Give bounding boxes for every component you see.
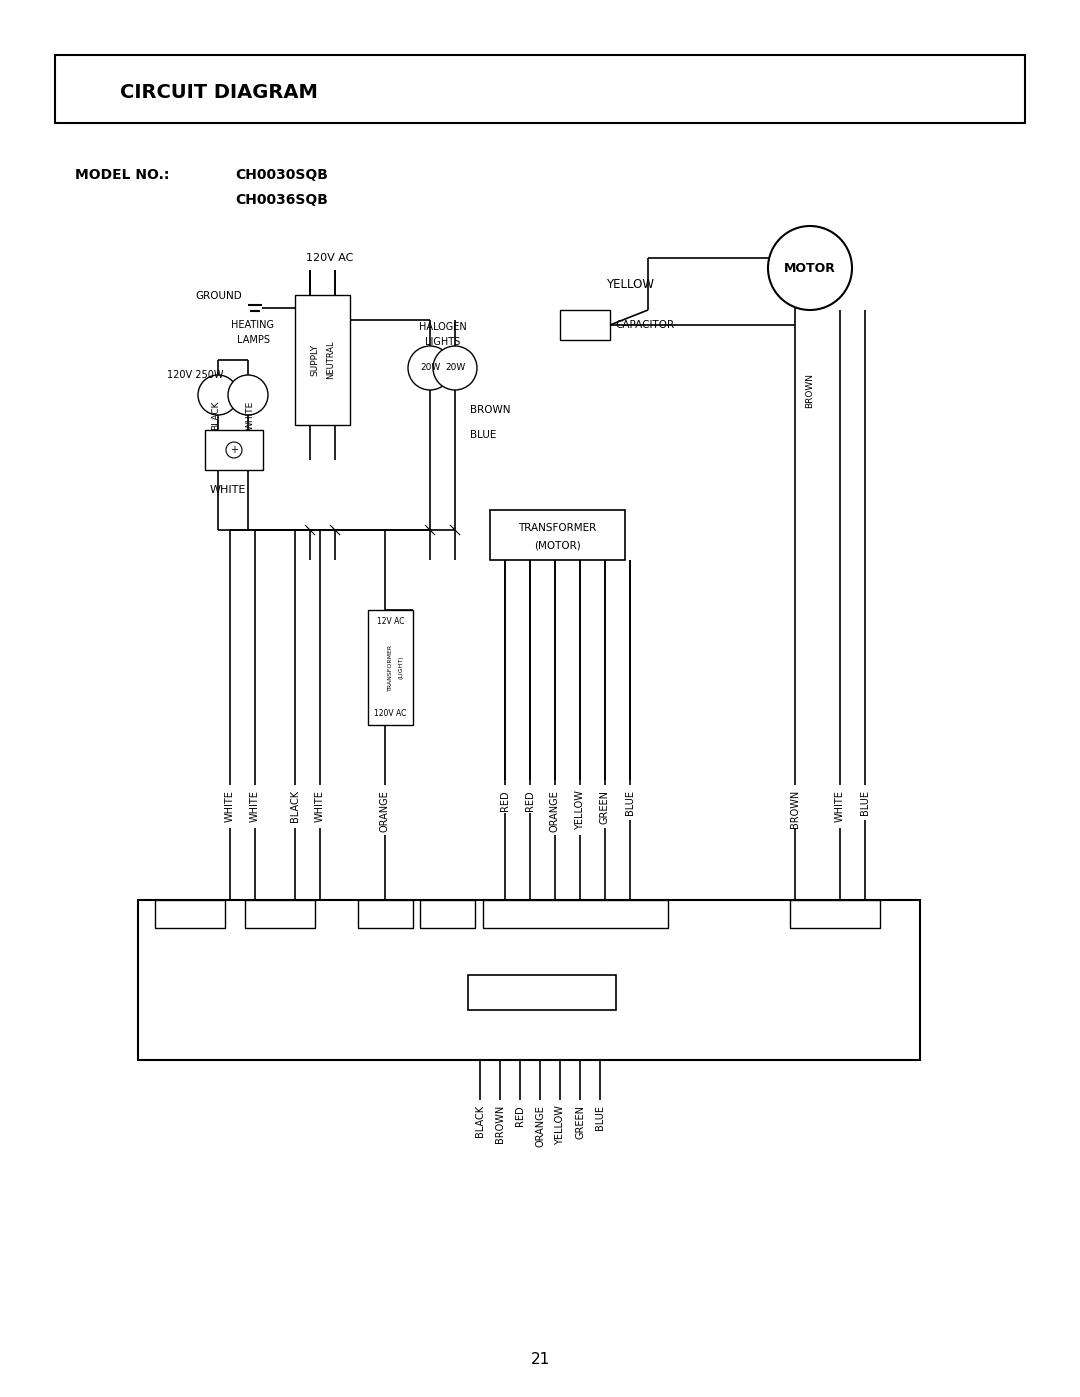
Text: HEATING: HEATING xyxy=(231,320,274,330)
Text: NEUTRAL: NEUTRAL xyxy=(326,341,335,380)
Text: 20W: 20W xyxy=(420,363,441,373)
Text: BLACK: BLACK xyxy=(475,1105,485,1137)
Bar xyxy=(789,900,880,928)
Text: WHITE: WHITE xyxy=(249,789,260,821)
Text: GROUND: GROUND xyxy=(195,291,242,300)
Text: 120V 250W: 120V 250W xyxy=(166,370,224,380)
Text: RED: RED xyxy=(525,789,535,810)
Circle shape xyxy=(226,441,242,458)
Text: YELLOW: YELLOW xyxy=(555,1105,565,1146)
Text: 20W: 20W xyxy=(445,363,465,373)
Text: WHITE: WHITE xyxy=(315,789,325,821)
Text: BLUE: BLUE xyxy=(470,430,497,440)
Text: BROWN: BROWN xyxy=(495,1105,505,1143)
Bar xyxy=(205,430,264,469)
Text: SUPPLY: SUPPLY xyxy=(310,344,319,376)
Text: BLUE: BLUE xyxy=(625,789,635,814)
Text: CAPACITOR: CAPACITOR xyxy=(615,320,674,330)
Text: YELLOW: YELLOW xyxy=(606,278,654,292)
Text: ORANGE: ORANGE xyxy=(550,789,561,831)
Circle shape xyxy=(768,226,852,310)
Text: (LIGHT): (LIGHT) xyxy=(399,655,403,679)
Text: HALOGEN: HALOGEN xyxy=(419,321,467,332)
Text: RED: RED xyxy=(515,1105,525,1126)
Bar xyxy=(156,900,225,928)
Text: TRANSFORMER: TRANSFORMER xyxy=(388,644,393,692)
Text: WHITE: WHITE xyxy=(225,789,235,821)
Text: WHITE: WHITE xyxy=(210,485,246,495)
Text: GREEN: GREEN xyxy=(575,1105,585,1139)
Text: BLACK: BLACK xyxy=(291,789,300,821)
Bar xyxy=(420,900,475,928)
Text: WHITE: WHITE xyxy=(835,789,845,821)
Text: YELLOW: YELLOW xyxy=(575,789,585,830)
Text: CH0036SQB: CH0036SQB xyxy=(235,193,328,207)
Bar xyxy=(138,900,920,1060)
Text: +: + xyxy=(230,446,238,455)
Text: MOTOR: MOTOR xyxy=(784,261,836,274)
Bar xyxy=(483,900,669,928)
Bar xyxy=(55,54,1025,123)
Text: 120V AC: 120V AC xyxy=(375,708,407,718)
Text: BLACK: BLACK xyxy=(212,401,220,430)
Bar xyxy=(245,900,315,928)
Text: LAMPS: LAMPS xyxy=(237,335,270,345)
Circle shape xyxy=(228,374,268,415)
Bar xyxy=(357,900,413,928)
Text: BROWN: BROWN xyxy=(806,373,814,408)
Text: GREEN: GREEN xyxy=(600,789,610,824)
Text: TRANSFORMER: TRANSFORMER xyxy=(518,522,596,534)
Text: BROWN: BROWN xyxy=(470,405,511,415)
Circle shape xyxy=(408,346,453,390)
Bar xyxy=(490,510,625,560)
Circle shape xyxy=(433,346,477,390)
Text: ORANGE: ORANGE xyxy=(535,1105,545,1147)
Text: (MOTOR): (MOTOR) xyxy=(535,541,581,550)
Text: BLUE: BLUE xyxy=(860,789,870,814)
Text: WHITE: WHITE xyxy=(245,401,255,430)
Text: ORANGE: ORANGE xyxy=(380,789,390,831)
Text: CH0030SQB: CH0030SQB xyxy=(235,168,328,182)
Text: BROWN: BROWN xyxy=(789,789,800,828)
Text: MODEL NO.:: MODEL NO.: xyxy=(75,168,170,182)
Text: 120V AC: 120V AC xyxy=(307,253,353,263)
Bar xyxy=(468,975,616,1010)
Text: LIGHTS: LIGHTS xyxy=(426,337,461,346)
Bar xyxy=(561,310,610,339)
Text: RED: RED xyxy=(500,789,510,810)
Circle shape xyxy=(198,374,238,415)
Text: CIRCUIT DIAGRAM: CIRCUIT DIAGRAM xyxy=(120,84,318,102)
Bar xyxy=(295,295,350,425)
Bar xyxy=(368,610,413,725)
Text: 12V AC: 12V AC xyxy=(377,617,404,626)
Text: BLUE: BLUE xyxy=(595,1105,605,1130)
Text: 21: 21 xyxy=(530,1352,550,1368)
